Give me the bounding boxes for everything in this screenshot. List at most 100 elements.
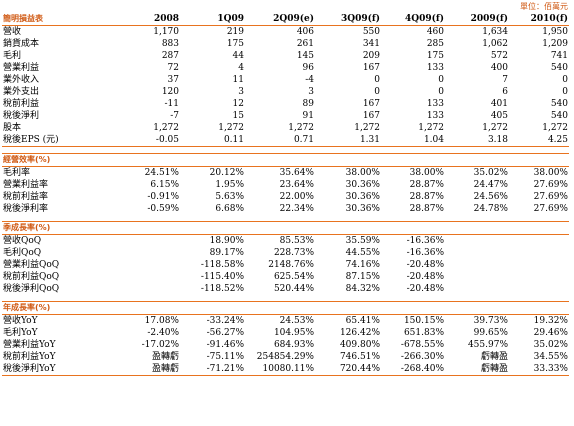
table-row: 營業利益YoY -17.02% -91.46% 684.93% 409.80% -678.… [2, 339, 569, 351]
row-value: 400 [490, 63, 508, 73]
row-value: 30.36% [345, 192, 380, 202]
row-value: 741 [550, 51, 568, 61]
row-value: 30.36% [345, 180, 380, 190]
row-label: 稅後淨利 [3, 111, 40, 121]
row-value: -7 [170, 111, 179, 121]
row-label: 營業利益YoY [3, 340, 56, 350]
row-value: -0.05 [120, 134, 180, 147]
column-header: 2008 [120, 13, 180, 26]
row-value [509, 235, 569, 248]
row-value [445, 247, 509, 259]
row-label: 營業利益QoQ [3, 260, 60, 270]
row-value: 27.69% [533, 204, 568, 214]
row-value: 455.97% [467, 340, 508, 350]
row-value: 0 [374, 75, 380, 85]
row-value: 520.44% [273, 284, 314, 294]
row-label: 稅後EPS (元) [2, 134, 120, 147]
row-value: 24.56% [473, 192, 508, 202]
row-label: 稅前利益YoY [3, 352, 56, 362]
column-header: 4Q09(f) [381, 13, 445, 26]
income-statement-table: 簡明損益表 2008 1Q09 2Q09(e) 3Q09(f) 4Q09(f) 2009(f… [2, 13, 569, 376]
row-value: -56.27% [206, 328, 244, 338]
row-value [120, 247, 180, 259]
row-value: 126.42% [339, 328, 380, 338]
row-value: 167 [362, 63, 380, 73]
row-value: 28.87% [409, 192, 444, 202]
row-value: 1,272 [542, 123, 568, 133]
row-value [509, 271, 569, 283]
row-value: 746.51% [339, 352, 380, 362]
row-value: 167 [362, 111, 380, 121]
row-value: 720.44% [315, 363, 381, 376]
table-row: 稅前利益 -11 12 89 167 133 401 540 [2, 98, 569, 110]
table-row: 營業利益率 6.15% 1.95% 23.64% 30.36% 28.87% 24.47% 2… [2, 179, 569, 191]
row-value: 27.69% [533, 180, 568, 190]
row-value: -75.11% [206, 352, 244, 362]
section-header: 經營效率(%) [2, 153, 569, 167]
row-value: 0.11 [180, 134, 245, 147]
row-value: 38.00% [533, 168, 568, 178]
row-value: 虧轉盈 [445, 363, 509, 376]
column-header: 3Q09(f) [315, 13, 381, 26]
row-value: 1,209 [542, 39, 568, 49]
row-value: 285 [426, 39, 444, 49]
row-value: 6.68% [215, 204, 244, 214]
row-value: 38.00% [345, 168, 380, 178]
row-label: 營業利益 [3, 63, 40, 73]
row-value: 1,170 [153, 27, 179, 37]
row-value: 409.80% [339, 340, 380, 350]
table-row: 營收 1,170 219 406 550 460 1,634 1,950 [2, 26, 569, 39]
row-value: 84.32% [345, 284, 380, 294]
row-value: 99.65% [473, 328, 508, 338]
row-value: 572 [490, 51, 508, 61]
row-value [120, 283, 180, 295]
table-row: 營業利益QoQ -118.58% 2148.76% 74.16% -20.48% [2, 259, 569, 271]
row-value: 341 [362, 39, 380, 49]
row-label: 業外收入 [3, 75, 40, 85]
row-value: 11 [232, 75, 244, 85]
row-label: 稅後淨利YoY [2, 363, 120, 376]
row-label: 毛利YoY [3, 328, 38, 338]
row-value: -91.46% [206, 340, 244, 350]
row-value: 1,272 [288, 123, 314, 133]
row-value [120, 235, 180, 248]
column-header: 1Q09 [180, 13, 245, 26]
table-row: 毛利率 24.51% 20.12% 35.64% 38.00% 38.00% 35.02% 3… [2, 167, 569, 180]
row-value: 0 [374, 87, 380, 97]
row-value: 883 [161, 39, 179, 49]
row-value: 34.55% [533, 352, 568, 362]
row-value: 74.16% [345, 260, 380, 270]
row-value [445, 259, 509, 271]
row-value: 24.53% [279, 316, 314, 326]
row-value: 0 [438, 75, 444, 85]
row-value: 1,634 [482, 27, 508, 37]
spacer [2, 147, 569, 154]
row-value: 28.87% [409, 204, 444, 214]
row-value: -20.48% [406, 284, 444, 294]
row-value: 120 [161, 87, 179, 97]
row-value: 287 [161, 51, 179, 61]
row-value: -266.30% [400, 352, 444, 362]
table-row: 稅後EPS (元) -0.05 0.11 0.71 1.31 1.04 3.18 4.25 [2, 134, 569, 147]
row-label: 股本 [3, 123, 22, 133]
row-value: 540 [550, 99, 568, 109]
row-value: 37 [167, 75, 179, 85]
row-value: 4.25 [509, 134, 569, 147]
row-value: 6.15% [150, 180, 179, 190]
row-value: 540 [550, 63, 568, 73]
row-value: 35.02% [533, 340, 568, 350]
row-value: 35.64% [279, 168, 314, 178]
row-value: 22.00% [279, 192, 314, 202]
table-row: 毛利YoY -2.40% -56.27% 104.95% 126.42% 651.83% 9… [2, 327, 569, 339]
row-value: 684.93% [273, 340, 314, 350]
row-value: 5.63% [215, 192, 244, 202]
row-value: 625.54% [273, 272, 314, 282]
row-label: 銷貨成本 [3, 39, 40, 49]
row-value: -11 [164, 99, 180, 109]
table-row: 稅前利益QoQ -115.40% 625.54% 87.15% -20.48% [2, 271, 569, 283]
row-value: -16.36% [406, 248, 444, 258]
row-label: 稅後淨利率 [3, 204, 49, 214]
row-value: 1,062 [482, 39, 508, 49]
row-value: -678.55% [400, 340, 444, 350]
row-value: 209 [362, 51, 380, 61]
